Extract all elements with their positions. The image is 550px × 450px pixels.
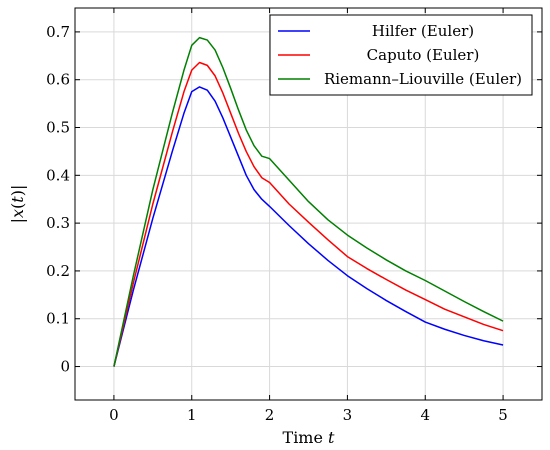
y-tick-label: 0.7: [46, 23, 70, 41]
y-tick-label: 0.2: [46, 262, 70, 280]
legend-label-2: Riemann–Liouville (Euler): [324, 70, 522, 88]
series-layer: [113, 36, 504, 367]
x-axis-title: Time t: [283, 428, 336, 447]
x-axis-title-main: Time: [283, 428, 329, 447]
legend-label-0: Hilfer (Euler): [372, 22, 474, 40]
x-axis-title-var: t: [328, 428, 335, 447]
x-tick-label: 4: [420, 406, 430, 424]
y-axis-title-x: x: [8, 209, 27, 218]
series-line-0: [113, 86, 504, 367]
legend-label-1: Caputo (Euler): [367, 46, 480, 64]
y-axis-title: |x(t)|: [8, 185, 27, 224]
y-tick-label: 0.5: [46, 119, 70, 137]
x-tick-label: 2: [265, 406, 275, 424]
y-tick-label: 0.1: [46, 310, 70, 328]
y-axis-title-open: |: [8, 218, 27, 223]
series-line-2: [113, 36, 504, 367]
y-tick-label: 0: [60, 358, 70, 376]
y-axis-title-close: )|: [8, 185, 27, 197]
x-tick-label: 1: [187, 406, 197, 424]
x-tick-label: 5: [498, 406, 508, 424]
y-tick-label: 0.6: [46, 71, 70, 89]
y-axis-title-t: t: [8, 196, 27, 203]
tick-labels: 0 1 2 3 4 5 0 0.1 0.2 0.3 0.4 0.5 0.6 0.7: [46, 8, 542, 424]
y-tick-label: 0.4: [46, 166, 70, 184]
series-line-1: [113, 61, 504, 367]
legend: Hilfer (Euler) Caputo (Euler) Riemann–Liou…: [269, 14, 533, 96]
plot-frame: [74, 7, 543, 401]
legend-box: [269, 14, 533, 96]
y-axis-title-paren: (: [8, 203, 27, 209]
y-tick-label: 0.3: [46, 214, 70, 232]
x-tick-label: 0: [109, 406, 119, 424]
x-tick-label: 3: [343, 406, 353, 424]
